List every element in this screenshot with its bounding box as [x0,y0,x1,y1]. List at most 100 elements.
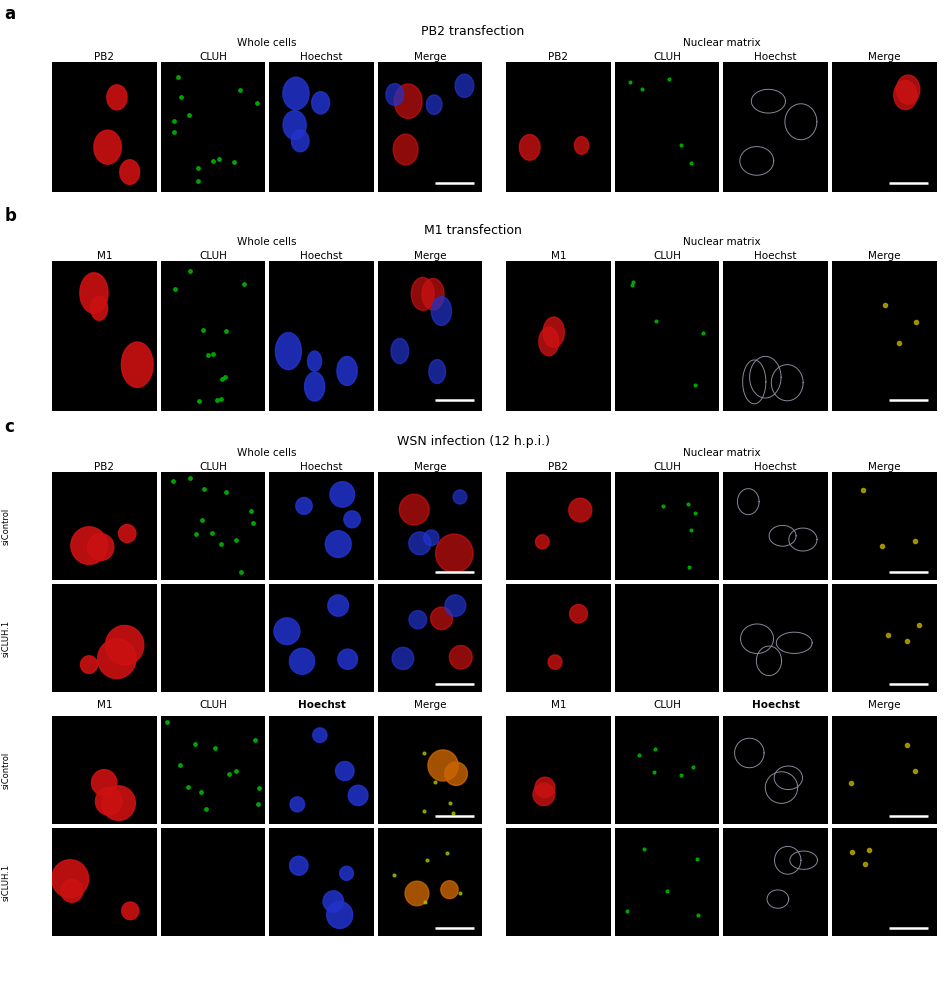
Text: Merge: Merge [413,52,447,62]
Text: c: c [5,418,14,436]
Text: Merge: Merge [867,700,901,710]
Text: Merge: Merge [867,462,901,472]
Polygon shape [412,278,434,311]
Polygon shape [337,357,358,386]
Polygon shape [409,610,427,628]
Polygon shape [897,75,920,104]
Polygon shape [445,762,467,785]
Text: M1 transfection: M1 transfection [424,224,522,237]
Polygon shape [393,647,413,669]
Text: M1: M1 [551,251,567,261]
Text: M1: M1 [96,700,113,710]
Polygon shape [455,74,474,98]
Polygon shape [338,649,358,669]
Polygon shape [336,761,354,780]
Polygon shape [405,881,429,906]
Polygon shape [96,787,122,815]
Polygon shape [92,769,117,796]
Polygon shape [427,95,442,115]
Polygon shape [569,499,592,521]
Text: Merge: Merge [867,251,901,261]
Text: WSN infection (12 h.p.i.): WSN infection (12 h.p.i.) [396,435,550,448]
Polygon shape [80,655,97,673]
Polygon shape [449,645,472,669]
Text: Merge: Merge [413,700,447,710]
Polygon shape [328,595,348,616]
Text: b: b [5,207,17,225]
Polygon shape [107,85,127,110]
Text: CLUH: CLUH [199,700,227,710]
Polygon shape [275,333,302,370]
Polygon shape [429,360,446,384]
Text: siCLUH.1: siCLUH.1 [2,863,11,900]
Text: Whole cells: Whole cells [237,237,297,247]
Polygon shape [326,901,353,928]
Polygon shape [291,130,309,152]
Polygon shape [52,860,89,898]
Text: Whole cells: Whole cells [237,38,297,48]
Text: Hoechst: Hoechst [300,251,342,261]
Polygon shape [453,490,466,504]
Polygon shape [430,607,452,629]
Polygon shape [422,279,444,310]
Polygon shape [394,84,422,119]
Text: CLUH: CLUH [199,251,227,261]
Polygon shape [121,342,153,388]
Polygon shape [535,534,549,548]
Polygon shape [424,529,439,545]
Text: Hoechst: Hoechst [754,251,797,261]
Text: siControl: siControl [2,751,11,788]
Polygon shape [533,783,554,805]
Polygon shape [106,625,144,665]
Text: CLUH: CLUH [653,251,681,261]
Polygon shape [548,655,562,669]
Polygon shape [312,92,329,114]
Polygon shape [344,510,360,527]
Polygon shape [283,111,307,140]
Polygon shape [894,81,917,110]
Polygon shape [441,881,458,899]
Text: PB2 transfection: PB2 transfection [421,25,525,38]
Polygon shape [79,273,108,313]
Polygon shape [431,297,451,326]
Polygon shape [97,639,136,678]
Polygon shape [569,604,587,623]
Polygon shape [539,328,559,356]
Polygon shape [94,130,121,164]
Polygon shape [91,297,108,321]
Polygon shape [330,482,355,507]
Text: Nuclear matrix: Nuclear matrix [682,38,761,48]
Text: PB2: PB2 [95,52,114,62]
Polygon shape [445,594,465,616]
Polygon shape [409,531,431,554]
Text: a: a [5,5,16,23]
Text: Merge: Merge [413,251,447,261]
Text: Hoechst: Hoechst [300,462,342,472]
Text: CLUH: CLUH [653,462,681,472]
Text: CLUH: CLUH [653,52,681,62]
Polygon shape [122,902,139,920]
Text: Merge: Merge [867,52,901,62]
Polygon shape [290,797,305,812]
Polygon shape [102,786,135,820]
Polygon shape [313,728,327,742]
Text: PB2: PB2 [549,462,569,472]
Text: Whole cells: Whole cells [237,448,297,458]
Text: Nuclear matrix: Nuclear matrix [682,448,761,458]
Polygon shape [61,879,83,902]
Text: M1: M1 [551,700,567,710]
Text: Hoechst: Hoechst [298,700,345,710]
Polygon shape [307,351,322,372]
Text: Merge: Merge [413,462,447,472]
Text: CLUH: CLUH [653,700,681,710]
Polygon shape [88,533,114,560]
Text: M1: M1 [96,251,113,261]
Polygon shape [289,648,315,674]
Polygon shape [394,134,418,165]
Text: CLUH: CLUH [199,462,227,472]
Polygon shape [120,160,140,185]
Polygon shape [274,617,300,644]
Polygon shape [391,339,409,364]
Polygon shape [399,495,429,524]
Text: Hoechst: Hoechst [754,462,797,472]
